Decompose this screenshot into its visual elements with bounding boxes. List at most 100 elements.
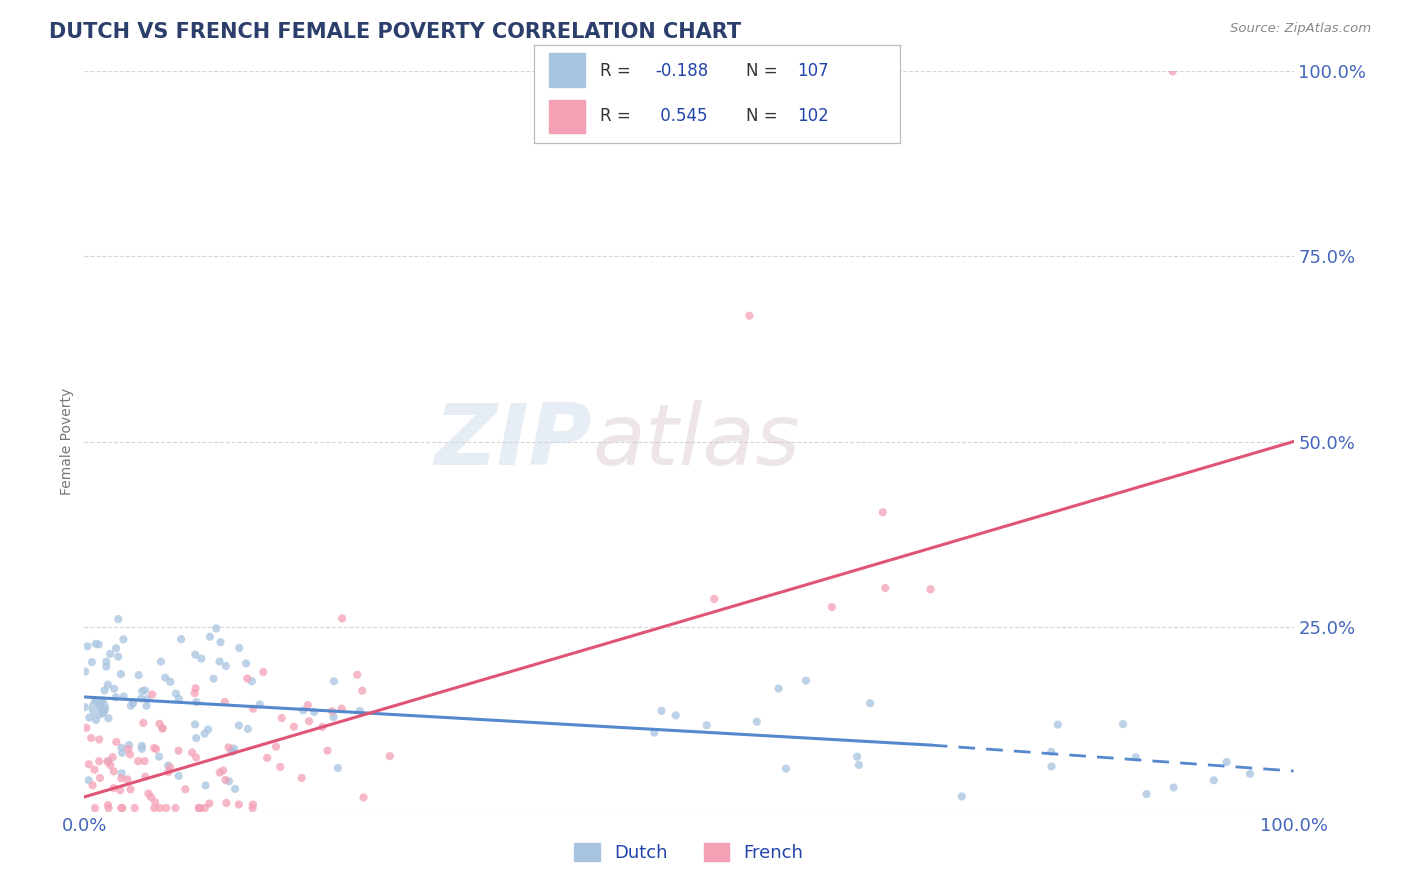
Point [242, 702, 264, 716]
Point [111, 746, 134, 760]
Point [131, 739, 153, 753]
Point [139, 790, 162, 805]
Point [352, 683, 374, 698]
Point [1163, 780, 1185, 795]
Point [224, 781, 246, 796]
Point [1135, 787, 1157, 801]
Point [124, 801, 146, 815]
Point [110, 772, 132, 786]
Point [131, 741, 153, 756]
Point [738, 309, 761, 323]
Point [249, 698, 271, 712]
Point [353, 790, 375, 805]
Point [159, 760, 181, 774]
Point [87, 701, 110, 715]
Point [859, 696, 882, 710]
Point [768, 681, 790, 696]
Legend: Dutch, French: Dutch, French [567, 836, 811, 870]
Point [209, 635, 232, 649]
Point [1202, 773, 1225, 788]
Point [136, 692, 159, 706]
Point [202, 672, 225, 686]
Point [89, 771, 111, 785]
Point [134, 770, 156, 784]
Point [117, 742, 139, 756]
Point [110, 667, 132, 681]
Point [651, 704, 673, 718]
Point [1112, 717, 1135, 731]
Point [222, 741, 245, 756]
Point [149, 655, 172, 669]
Text: ZIP: ZIP [434, 400, 592, 483]
Point [214, 772, 236, 787]
Point [145, 742, 167, 756]
Point [84, 801, 107, 815]
Point [75, 721, 97, 735]
Point [152, 721, 174, 735]
Point [186, 695, 208, 709]
Point [120, 698, 142, 713]
Point [93, 702, 115, 716]
Point [152, 722, 174, 736]
Point [77, 757, 100, 772]
Point [321, 704, 343, 718]
Point [122, 695, 145, 709]
Point [143, 795, 166, 809]
Point [143, 741, 166, 756]
Point [96, 655, 118, 669]
Point [131, 684, 153, 698]
Point [105, 641, 128, 656]
Point [112, 690, 135, 704]
Point [135, 698, 157, 713]
Point [212, 764, 235, 778]
Point [745, 714, 768, 729]
Point [1046, 717, 1069, 731]
Point [157, 758, 180, 772]
Point [110, 801, 132, 815]
Point [138, 787, 160, 801]
Point [103, 781, 125, 796]
Point [236, 722, 259, 736]
Point [703, 591, 725, 606]
Point [228, 797, 250, 812]
Point [1239, 767, 1261, 781]
Point [170, 632, 193, 647]
Point [181, 746, 204, 760]
Point [269, 760, 291, 774]
Point [184, 681, 207, 696]
Point [132, 715, 155, 730]
Point [322, 710, 344, 724]
Point [821, 600, 844, 615]
Point [194, 779, 217, 793]
Point [75, 665, 97, 679]
Point [270, 711, 292, 725]
Point [148, 749, 170, 764]
Point [84, 693, 107, 707]
Text: 102: 102 [797, 107, 830, 125]
Point [326, 761, 349, 775]
Point [848, 758, 870, 772]
Point [920, 582, 942, 597]
Point [80, 731, 103, 745]
Point [208, 765, 231, 780]
Point [83, 763, 105, 777]
Point [89, 698, 111, 713]
Point [157, 765, 180, 780]
Point [89, 754, 111, 768]
Point [93, 683, 115, 698]
Point [1040, 759, 1063, 773]
Point [89, 732, 111, 747]
Text: N =: N = [747, 62, 783, 80]
Point [111, 766, 134, 780]
Point [167, 692, 190, 706]
Bar [548, 100, 585, 133]
Point [1125, 750, 1147, 764]
Point [252, 665, 274, 679]
Point [228, 718, 250, 732]
Point [96, 755, 118, 769]
Point [302, 705, 325, 719]
Point [184, 717, 207, 731]
Point [97, 798, 120, 813]
Text: DUTCH VS FRENCH FEMALE POVERTY CORRELATION CHART: DUTCH VS FRENCH FEMALE POVERTY CORRELATI… [49, 22, 741, 42]
Point [155, 801, 177, 815]
